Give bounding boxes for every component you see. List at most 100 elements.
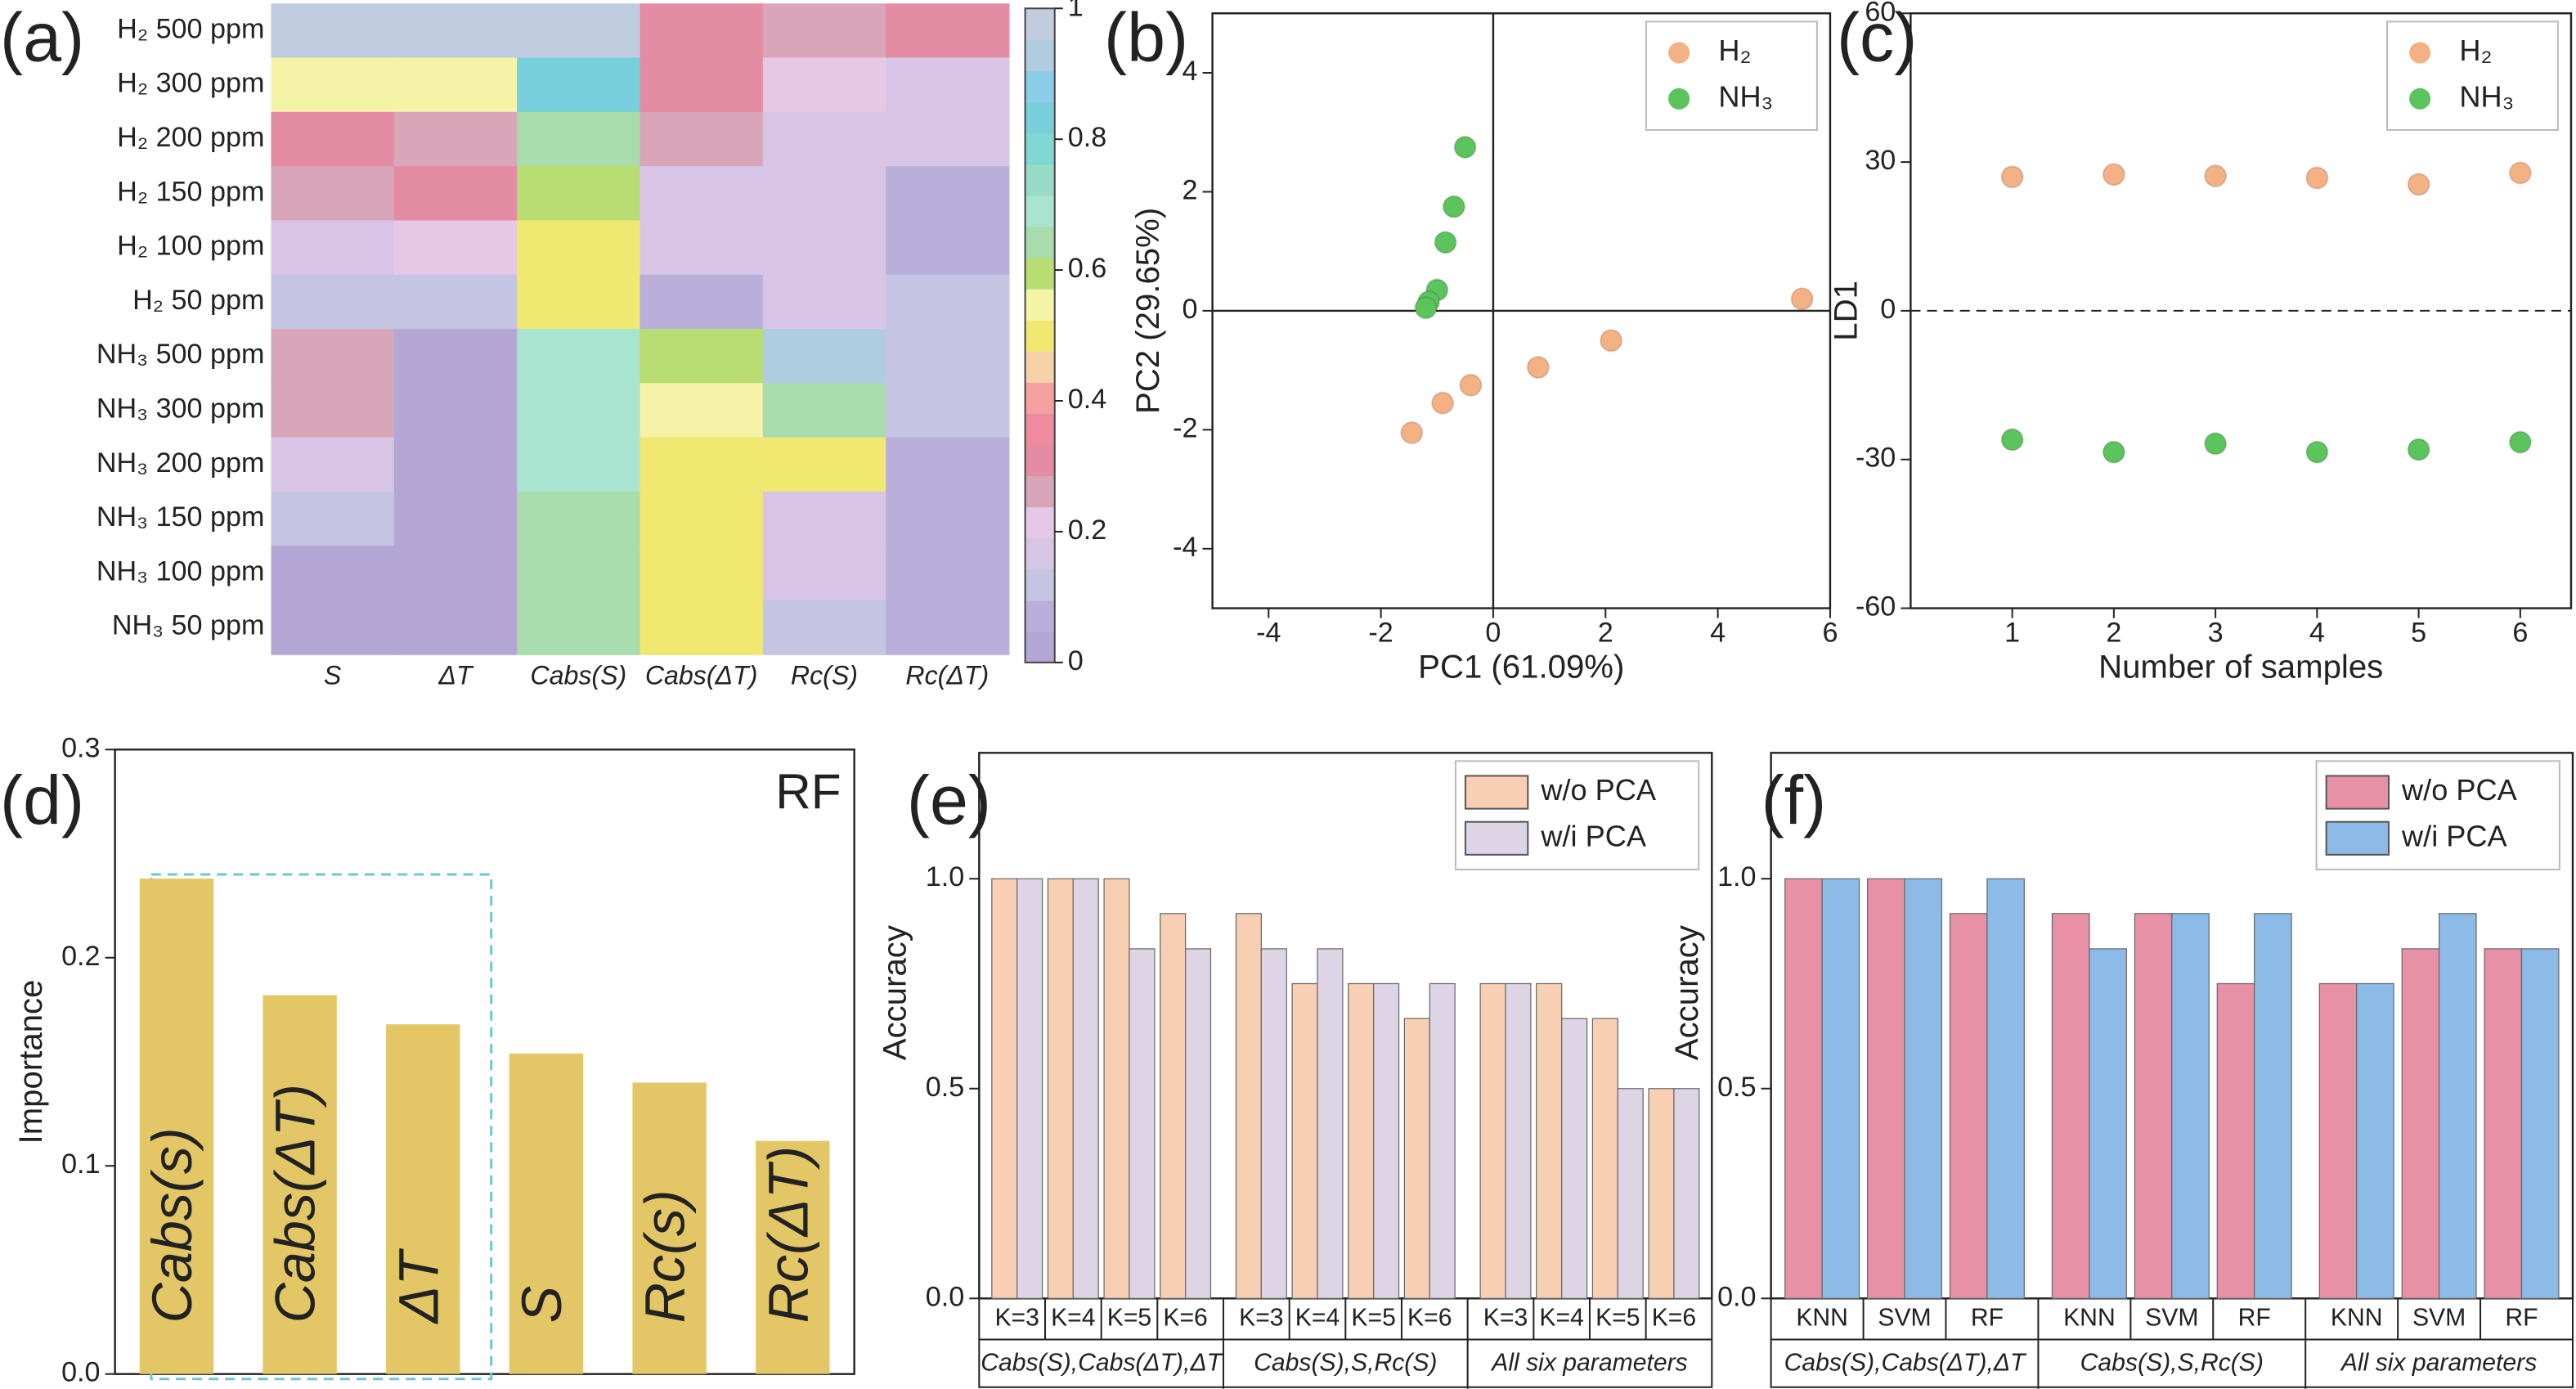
- bar: [2134, 913, 2173, 1299]
- colorbar-frame: [1024, 7, 1056, 663]
- bar: [632, 1082, 707, 1374]
- heatmap-cell: [393, 600, 518, 655]
- heatmap-cell: [271, 491, 395, 547]
- point: [2407, 438, 2430, 461]
- legend-swatch: [1464, 775, 1529, 810]
- column-label: Rc(ΔT): [905, 660, 989, 690]
- row-label: H₂ 500 ppm: [117, 13, 264, 44]
- x-tick-label: 5: [2411, 618, 2426, 649]
- heatmap-cell: [640, 220, 764, 276]
- legend-box: [1645, 20, 1818, 131]
- heatmap-cell: [517, 57, 641, 113]
- x-tick-label: K=4: [1051, 1304, 1095, 1331]
- heatmap-cell: [640, 166, 764, 222]
- point: [1459, 373, 1483, 397]
- point: [2305, 440, 2329, 464]
- x-tick-label: SVM: [1878, 1304, 1931, 1331]
- heatmap-cell: [271, 329, 395, 384]
- bar: [1072, 878, 1099, 1299]
- bar: [2171, 913, 2210, 1299]
- bar: [1867, 878, 1905, 1299]
- y-tick-label: -4: [1173, 532, 1197, 563]
- heatmap-cell: [640, 3, 764, 59]
- heatmap-cell: [762, 329, 887, 384]
- heatmap-cell: [393, 546, 518, 601]
- point: [2000, 165, 2024, 189]
- colorbar-segment: [1025, 195, 1055, 227]
- bar-label: S: [511, 1286, 573, 1324]
- bar: [386, 1024, 460, 1374]
- group-label: All six parameters: [1490, 1350, 1687, 1377]
- heatmap-cell: [393, 329, 518, 384]
- x-tick-label: K=5: [1595, 1304, 1640, 1331]
- bar: [1317, 948, 1344, 1299]
- legend-marker: [1668, 42, 1690, 64]
- x-tick-label: K=6: [1652, 1304, 1696, 1331]
- row-label: NH₃ 300 ppm: [96, 393, 265, 424]
- bar: [1986, 878, 2025, 1299]
- row-label: NH₃ 500 ppm: [96, 339, 265, 370]
- y-tick-label: -60: [1856, 591, 1896, 623]
- colorbar-segment: [1025, 413, 1055, 446]
- y-axis-label: Importance: [12, 980, 49, 1144]
- heatmap-cell: [393, 3, 518, 59]
- legend-label: NH₃: [1718, 79, 1773, 113]
- y-tick-label: 0.5: [926, 1072, 964, 1103]
- y-tick-label: 0: [1880, 294, 1896, 325]
- heatmap-cell: [393, 220, 518, 276]
- point: [1414, 296, 1438, 320]
- x-tick-label: KNN: [1796, 1304, 1848, 1331]
- heatmap-cell: [271, 546, 395, 601]
- point: [2000, 428, 2024, 452]
- x-tick-label: K=5: [1351, 1304, 1395, 1331]
- heatmap-cell: [762, 491, 887, 547]
- x-tick-label: -2: [1368, 618, 1393, 649]
- x-axis-label: Number of samples: [2098, 648, 2383, 685]
- bar: [2401, 948, 2440, 1299]
- heatmap-cell: [517, 546, 641, 601]
- heatmap-cell: [393, 383, 518, 438]
- heatmap-cell: [762, 274, 887, 330]
- bar: [1185, 948, 1212, 1299]
- heatmap-cell: [640, 437, 764, 492]
- bar-label: ΔT: [388, 1248, 450, 1325]
- point: [2204, 164, 2228, 188]
- colorbar-tick-label: 0: [1068, 645, 1084, 677]
- bar: [1103, 878, 1130, 1299]
- x-tick-label: 4: [1710, 618, 1726, 649]
- y-tick-label: 1.0: [926, 861, 964, 892]
- bar: [1505, 982, 1532, 1299]
- point: [1453, 135, 1477, 159]
- heatmap-cell: [271, 274, 395, 330]
- x-tick-label: 3: [2208, 618, 2224, 649]
- panel-label: (a): [0, 0, 84, 76]
- legend-box: [2385, 20, 2559, 131]
- row-label: NH₃ 100 ppm: [96, 555, 265, 587]
- point: [1526, 355, 1550, 380]
- y-tick-label: 4: [1183, 56, 1198, 87]
- row-label: NH₃ 50 ppm: [112, 610, 265, 641]
- bar: [1348, 982, 1375, 1299]
- heatmap-cell: [762, 383, 887, 438]
- heatmap-cell: [762, 57, 887, 113]
- heatmap-cell: [640, 329, 764, 384]
- group-label: Cabs(S),Cabs(ΔT),ΔT: [1784, 1350, 2027, 1377]
- legend-label: w/o PCA: [2401, 773, 2518, 807]
- y-tick-label: 0.0: [61, 1357, 100, 1388]
- legend-label: w/o PCA: [1540, 773, 1657, 807]
- colorbar-segment: [1025, 569, 1055, 601]
- legend-marker: [2409, 42, 2431, 64]
- row-label: NH₃ 150 ppm: [96, 501, 265, 533]
- heatmap-cell: [886, 3, 1010, 59]
- heatmap-cell: [517, 166, 641, 222]
- heatmap-cell: [517, 3, 641, 59]
- y-tick-label: 60: [1865, 0, 1896, 27]
- heatmap-cell: [517, 220, 641, 276]
- heatmap-cell: [517, 600, 641, 655]
- heatmap-cell: [517, 329, 641, 384]
- heatmap-cell: [640, 546, 764, 601]
- row-label: H₂ 50 ppm: [132, 285, 264, 316]
- heatmap-cell: [640, 57, 764, 113]
